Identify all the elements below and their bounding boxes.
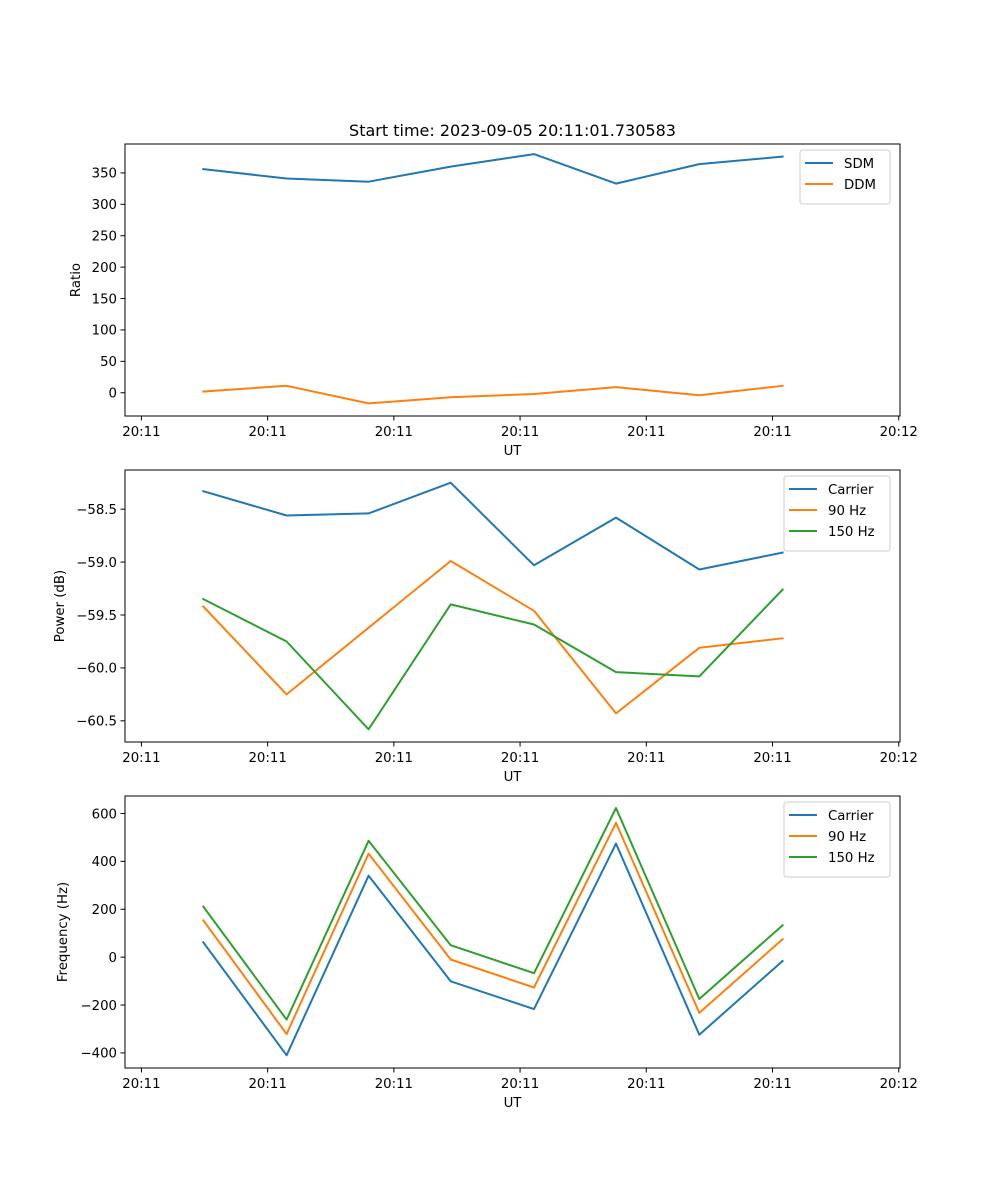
x-tick-label: 20:11	[248, 751, 286, 766]
legend-label: Carrier	[828, 809, 874, 824]
y-tick-label: −58.5	[76, 503, 117, 518]
y-tick-label: −59.0	[76, 556, 117, 571]
legend-box	[783, 801, 891, 878]
series-line-150-hz	[201, 807, 785, 1021]
y-tick-label: 400	[92, 855, 117, 870]
x-tick-label: 20:11	[248, 425, 286, 440]
y-tick-label: −60.5	[76, 715, 117, 730]
x-tick-label: 20:12	[880, 1077, 918, 1092]
y-tick-label: 0	[109, 951, 117, 966]
series-line-ddm	[202, 384, 784, 405]
legend: SDM DDM	[799, 149, 891, 205]
legend-label: 150 Hz	[828, 525, 875, 540]
y-axis-label: Ratio	[69, 263, 84, 297]
x-axis-label: UT	[504, 770, 523, 785]
subplot-power: 20:11 20:11 20:11 20:11 20:11 20:11 20:12 −60.5…	[53, 469, 918, 785]
y-tick-label: −59.5	[76, 609, 117, 624]
y-tick-label: −200	[80, 999, 117, 1014]
legend: Carrier 90 Hz 150 Hz	[783, 801, 891, 878]
y-tick-label: 300	[92, 198, 117, 213]
y-tick-label: 50	[100, 355, 117, 370]
legend-box	[783, 475, 891, 552]
y-tick-label: 200	[92, 261, 117, 276]
x-tick-label: 20:11	[375, 425, 413, 440]
y-tick-label: 350	[92, 167, 117, 182]
legend-label: 150 Hz	[828, 851, 875, 866]
x-tick-label: 20:12	[880, 751, 918, 766]
y-tick-label: −60.0	[76, 662, 117, 677]
x-tick-label: 20:12	[880, 425, 918, 440]
y-tick-label: 600	[92, 807, 117, 822]
y-tick-label: 250	[92, 230, 117, 245]
x-tick-label: 20:11	[627, 425, 665, 440]
x-tick-label: 20:11	[753, 1077, 791, 1092]
x-tick-label: 20:11	[627, 751, 665, 766]
x-tick-label: 20:11	[501, 1077, 539, 1092]
x-tick-label: 20:11	[122, 751, 160, 766]
x-tick-label: 20:11	[248, 1077, 286, 1092]
axes-frame	[124, 469, 901, 743]
y-tick-label: 150	[92, 292, 117, 307]
legend-label: Carrier	[828, 483, 874, 498]
subplot-frequency: 20:11 20:11 20:11 20:11 20:11 20:11 20:12 −400 −…	[56, 795, 918, 1111]
x-tick-label: 20:11	[122, 1077, 160, 1092]
x-tick-label: 20:11	[753, 751, 791, 766]
series-line-90-hz	[201, 821, 785, 1035]
legend-label: DDM	[844, 178, 876, 193]
legend: Carrier 90 Hz 150 Hz	[783, 475, 891, 552]
y-tick-label: 200	[92, 903, 117, 918]
x-tick-label: 20:11	[375, 1077, 413, 1092]
series-line-150-hz	[201, 588, 785, 731]
subplot-ratio: 20:11 20:11 20:11 20:11 20:11 20:11 20:12 0 50 10…	[69, 143, 918, 459]
x-tick-label: 20:11	[501, 425, 539, 440]
x-axis-label: UT	[504, 1096, 523, 1111]
x-tick-label: 20:11	[753, 425, 791, 440]
y-axis-label: Frequency (Hz)	[56, 882, 71, 982]
series-line-90-hz	[201, 560, 784, 715]
y-tick-label: −400	[80, 1047, 117, 1062]
y-axis-label: Power (dB)	[53, 570, 68, 642]
axes-frame	[124, 143, 901, 417]
y-tick-label: 100	[92, 324, 117, 339]
axes-frame	[124, 795, 901, 1069]
legend-label: 90 Hz	[828, 504, 866, 519]
series-line-sdm	[202, 153, 784, 185]
x-axis-label: UT	[504, 444, 523, 459]
x-tick-label: 20:11	[501, 751, 539, 766]
figure-title: Start time: 2023-09-05 20:11:01.730583	[349, 121, 676, 140]
legend-label: 90 Hz	[828, 830, 866, 845]
series-line-carrier	[202, 481, 784, 571]
x-tick-label: 20:11	[627, 1077, 665, 1092]
legend-label: SDM	[844, 157, 874, 172]
series-line-carrier	[201, 842, 785, 1057]
y-tick-label: 0	[109, 387, 117, 402]
x-tick-label: 20:11	[375, 751, 413, 766]
x-tick-label: 20:11	[122, 425, 160, 440]
